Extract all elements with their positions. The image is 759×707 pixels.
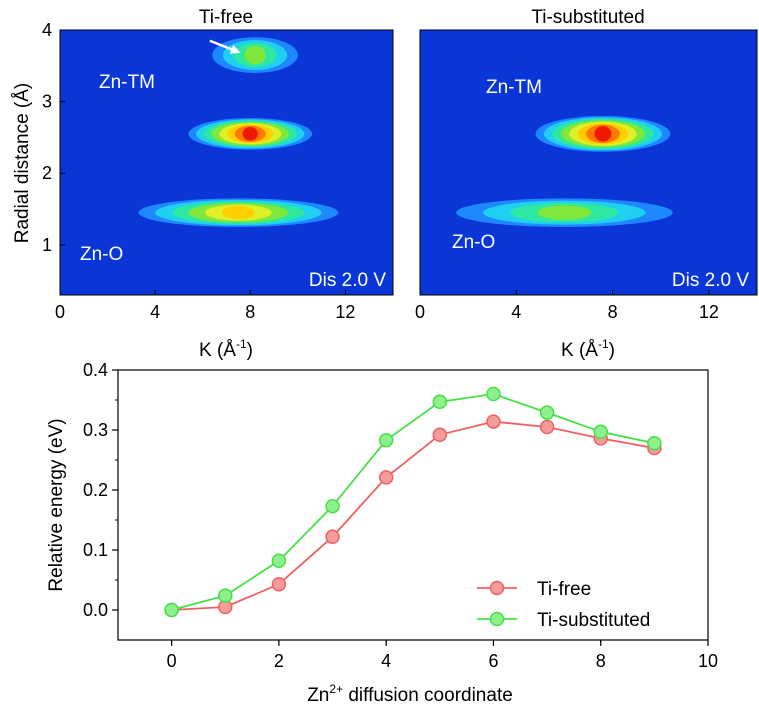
heatmap-ti-free-xtick-label: 0	[55, 302, 65, 322]
heatmap-ti-substituted-zn-tm-label: Zn-TM	[486, 77, 542, 98]
heatmap-ti-free-zn-o-label: Zn-O	[80, 244, 123, 265]
heatmap-ti-free-arrow	[209, 39, 241, 54]
line-chart-axes: 0 2 4 6 8 10 0.0 0.1 0.2 0.3 0.4	[83, 360, 718, 671]
legend-label-ti-substituted: Ti-substituted	[537, 610, 650, 631]
series-point-ti-substituted	[271, 553, 287, 569]
series-line-ti-substituted	[171, 393, 655, 611]
legend-marker-ti-free	[489, 580, 505, 596]
heatmap-ti-free-arrow-shaft	[209, 39, 236, 52]
series-point-ti-substituted	[539, 405, 555, 420]
line-chart-ytick-label: 0.1	[83, 540, 108, 560]
line-chart-xtick-label: 10	[698, 651, 718, 671]
series-point-ti-free	[432, 427, 448, 443]
heatmap-ti-substituted-condition-label: Dis 2.0 V	[672, 270, 749, 291]
heatmap-ti-free-xtick-label: 8	[245, 302, 255, 322]
series-point-ti-substituted	[378, 432, 394, 448]
line-chart-ylabel: Relative energy (eV)	[46, 418, 67, 591]
heatmap-ti-substituted-title: Ti-substituted	[531, 7, 644, 28]
heatmap-ti-free-arrow-head	[229, 44, 241, 54]
heatmap-ti-free-background	[60, 30, 393, 295]
series-point-ti-free	[271, 576, 287, 592]
series-line-ti-free	[171, 420, 655, 611]
heatmap-ti-free-xtick-label: 12	[335, 302, 355, 322]
heatmap-ti-free-peak-2-level-4	[244, 45, 266, 65]
line-chart-ytick-label: 0.2	[83, 480, 108, 500]
line-chart-series	[164, 386, 662, 618]
series-point-ti-free	[486, 414, 501, 429]
heatmap-ti-substituted-contours	[456, 115, 673, 227]
line-chart-ytick-label: 0.4	[83, 360, 108, 380]
series-point-ti-substituted	[593, 424, 608, 440]
heatmap-ti-substituted-axes: 0 4 8 12	[415, 290, 719, 322]
heatmap-ti-free-ytick-label: 1	[42, 235, 52, 255]
series-point-ti-substituted	[432, 394, 448, 410]
legend-label-ti-free: Ti-free	[537, 579, 591, 600]
heatmap-ti-free-peak-0-level-6	[221, 206, 255, 220]
line-chart-xtick-label: 2	[274, 651, 284, 671]
line-chart-frame	[117, 369, 709, 641]
heatmap-ti-free-ylabel: Radial distance (Å)	[12, 83, 33, 244]
line-chart-xlabel: Zn2+ diffusion coordinate	[307, 682, 513, 706]
heatmap-ti-free-frame	[59, 29, 394, 296]
line-chart-xtick-label: 0	[167, 651, 177, 671]
heatmap-ti-free-ytick-label: 3	[42, 92, 52, 112]
line-chart-xtick-label: 6	[488, 651, 498, 671]
heatmap-ti-free-title: Ti-free	[199, 7, 253, 28]
heatmap-ti-free-xtick-label: 4	[150, 302, 160, 322]
series-point-ti-free	[325, 529, 340, 545]
heatmap-ti-substituted-xtick-label: 4	[511, 302, 521, 322]
heatmap-ti-free-peak-1-level-8	[242, 127, 258, 141]
legend-marker-ti-substituted	[489, 611, 505, 627]
heatmap-ti-free-zn-tm-label: Zn-TM	[99, 72, 155, 93]
line-chart-ytick-label: 0.3	[83, 420, 108, 440]
series-point-ti-substituted	[164, 602, 179, 618]
heatmap-ti-free-ytick-label: 2	[42, 163, 52, 183]
line-chart-xtick-label: 8	[596, 651, 606, 671]
series-point-ti-substituted	[218, 588, 233, 603]
line-chart-xtick-label: 4	[381, 651, 391, 671]
heatmap-ti-substituted: Ti-substituted 0 4 8 12 Zn-TM Zn-O Dis 2.0 …	[415, 7, 758, 361]
heatmap-ti-free-xlabel: K (Å-1)	[199, 337, 253, 361]
heatmap-ti-substituted-background	[420, 30, 757, 295]
heatmap-ti-free-ytick-label: 4	[42, 20, 52, 40]
series-point-ti-free	[378, 470, 394, 485]
line-chart-ytick-label: 0.0	[83, 600, 108, 620]
heatmap-ti-substituted-zn-o-label: Zn-O	[452, 232, 495, 253]
line-chart-relative-energy: 0 2 4 6 8 10 0.0 0.1 0.2 0.3 0.4 Ti-free Ti-substit…	[46, 360, 718, 706]
series-point-ti-substituted	[647, 435, 662, 451]
series-point-ti-substituted	[325, 498, 340, 514]
series-point-ti-free	[539, 419, 555, 435]
heatmap-ti-substituted-xtick-label: 12	[699, 302, 719, 322]
heatmap-ti-free-contours	[138, 37, 339, 227]
heatmap-ti-substituted-peak-0-level-4	[537, 205, 592, 220]
heatmap-ti-free-condition-label: Dis 2.0 V	[309, 270, 386, 291]
heatmap-ti-substituted-frame	[419, 29, 758, 296]
heatmap-ti-substituted-xtick-label: 8	[608, 302, 618, 322]
heatmap-ti-substituted-peak-1-level-8	[594, 126, 612, 142]
heatmap-ti-substituted-xtick-label: 0	[415, 302, 425, 322]
line-chart-legend: Ti-free Ti-substituted	[477, 579, 650, 631]
series-point-ti-substituted	[486, 386, 501, 402]
heatmap-ti-substituted-xlabel: K (Å-1)	[561, 337, 615, 361]
